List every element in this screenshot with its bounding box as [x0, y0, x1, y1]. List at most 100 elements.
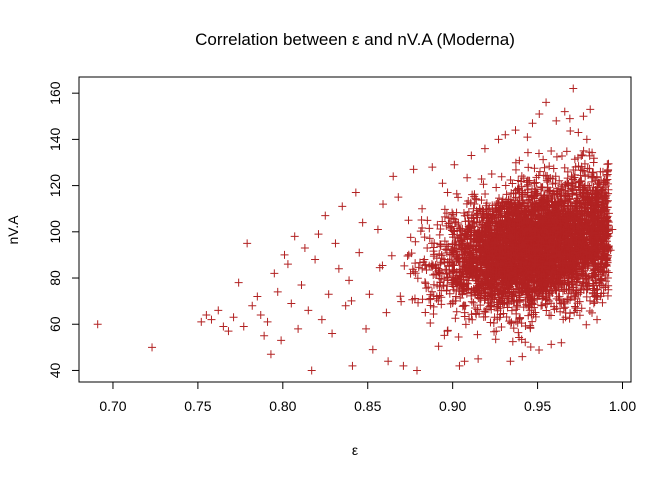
- data-point: [561, 303, 570, 312]
- data-point: [492, 237, 501, 246]
- data-point: [458, 302, 467, 311]
- data-point: [438, 217, 447, 226]
- data-point: [551, 278, 560, 287]
- data-point: [538, 262, 547, 271]
- data-point: [587, 273, 596, 282]
- data-point: [504, 213, 513, 222]
- data-point: [477, 196, 486, 205]
- data-point: [538, 301, 547, 310]
- data-point: [577, 151, 586, 160]
- data-point: [579, 274, 588, 283]
- data-point: [488, 213, 497, 222]
- data-point: [514, 291, 523, 300]
- data-point: [552, 152, 561, 161]
- data-point: [497, 172, 506, 181]
- data-point: [443, 326, 452, 335]
- data-point: [492, 208, 501, 217]
- data-point: [556, 219, 565, 228]
- data-point: [446, 223, 455, 232]
- data-point: [378, 261, 387, 270]
- data-point: [497, 259, 506, 268]
- data-point: [603, 160, 612, 169]
- data-point: [517, 172, 526, 181]
- data-point: [573, 153, 582, 162]
- data-point: [469, 204, 478, 213]
- data-point: [553, 194, 562, 203]
- data-point: [560, 196, 569, 205]
- data-point: [582, 320, 591, 329]
- data-point: [441, 265, 450, 274]
- data-point: [511, 165, 520, 174]
- data-point: [515, 278, 524, 287]
- data-point: [498, 198, 507, 207]
- data-point: [583, 200, 592, 209]
- data-point: [561, 308, 570, 317]
- data-point: [515, 298, 524, 307]
- data-point: [457, 272, 466, 281]
- data-point: [422, 265, 431, 274]
- data-point: [595, 179, 604, 188]
- data-point: [562, 270, 571, 279]
- data-point: [460, 301, 469, 310]
- data-point: [514, 328, 523, 337]
- data-point: [582, 255, 591, 264]
- data-point: [538, 183, 547, 192]
- data-point: [487, 292, 496, 301]
- data-point: [492, 327, 501, 336]
- data-point: [527, 192, 536, 201]
- data-point: [526, 343, 535, 352]
- data-point: [585, 306, 594, 315]
- data-point: [501, 181, 510, 190]
- data-point: [442, 209, 451, 218]
- data-point: [548, 274, 557, 283]
- data-point: [558, 214, 567, 223]
- data-point: [504, 294, 513, 303]
- data-point: [463, 233, 472, 242]
- data-point: [515, 315, 524, 324]
- chart-title: Correlation between ε and nV.A (Moderna): [195, 30, 515, 49]
- data-point: [481, 201, 490, 210]
- data-point: [578, 247, 587, 256]
- data-point: [568, 189, 577, 198]
- data-point: [410, 294, 419, 303]
- data-point: [434, 268, 443, 277]
- data-point: [549, 164, 558, 173]
- data-point: [600, 176, 609, 185]
- data-point: [434, 342, 443, 351]
- data-point: [548, 179, 557, 188]
- data-point: [469, 298, 478, 307]
- data-point: [575, 311, 584, 320]
- data-point: [506, 175, 515, 184]
- data-point: [543, 186, 552, 195]
- data-point: [601, 271, 610, 280]
- data-point: [524, 311, 533, 320]
- data-point: [474, 236, 483, 245]
- data-point: [505, 238, 514, 247]
- data-point: [526, 199, 535, 208]
- data-point: [501, 197, 510, 206]
- data-point: [480, 240, 489, 249]
- data-point: [550, 282, 559, 291]
- data-point: [598, 268, 607, 277]
- data-point: [414, 298, 423, 307]
- data-point: [543, 299, 552, 308]
- data-point: [505, 317, 514, 326]
- data-point: [556, 226, 565, 235]
- data-point: [581, 172, 590, 181]
- data-point: [492, 183, 501, 192]
- data-point: [578, 150, 587, 159]
- data-point: [569, 186, 578, 195]
- data-point: [496, 204, 505, 213]
- data-point: [460, 245, 469, 254]
- data-point: [588, 308, 597, 317]
- data-point: [596, 191, 605, 200]
- data-point: [448, 267, 457, 276]
- data-point: [471, 194, 480, 203]
- data-point: [473, 330, 482, 339]
- data-point: [575, 221, 584, 230]
- data-point: [558, 258, 567, 267]
- data-point: [440, 331, 449, 340]
- data-point: [517, 214, 526, 223]
- data-point: [449, 267, 458, 276]
- data-point: [545, 260, 554, 269]
